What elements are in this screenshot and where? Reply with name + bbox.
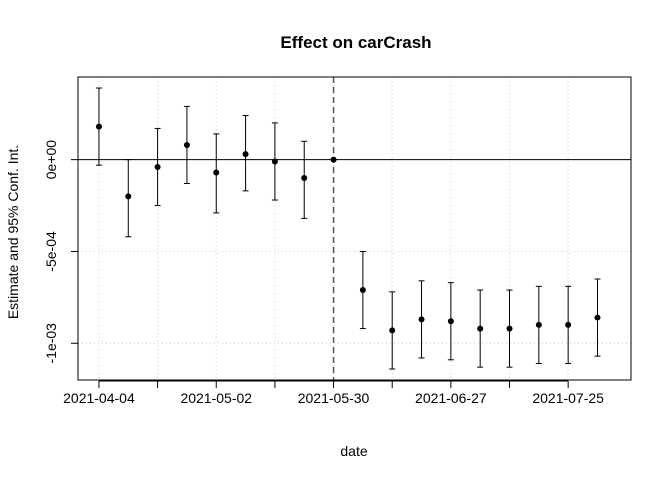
data-point [213,169,220,176]
x-tick-label: 2021-05-30 [298,390,370,406]
data-point [565,321,572,328]
reference-lines [78,77,631,380]
data-point [506,325,513,332]
data-point [535,321,542,328]
data-point [154,163,161,170]
data-point [477,325,484,332]
data-point [271,158,278,165]
grid-lines [78,77,631,380]
data-point [418,316,425,323]
y-tick-label: 0e+00 [43,140,59,180]
y-tick-label: -5e-04 [43,231,59,272]
x-axis: 2021-04-04 2021-05-02 2021-05-30 2021-06-27… [63,380,604,406]
data-point [242,151,249,158]
y-tick-label: -1e-03 [43,323,59,364]
error-bars [95,87,601,370]
data-point [95,123,102,130]
y-axis: 0e+00 -5e-04 -1e-03 [43,140,79,364]
data-point [183,141,190,148]
data-point [125,193,132,200]
data-point [359,287,366,294]
data-point [330,156,337,163]
x-axis-label: date [340,443,367,459]
plot-frame [77,76,632,381]
x-tick-label: 2021-04-04 [63,390,135,406]
x-tick-label: 2021-05-02 [180,390,252,406]
point-estimates [95,123,601,334]
x-tick-label: 2021-06-27 [415,390,487,406]
x-tick-label: 2021-07-25 [532,390,604,406]
data-point [301,175,308,181]
data-point [594,314,601,321]
y-axis-label: Estimate and 95% Conf. Int. [5,145,21,319]
data-point [447,318,454,325]
data-point [389,327,396,334]
chart-title: Effect on carCrash [280,33,431,52]
